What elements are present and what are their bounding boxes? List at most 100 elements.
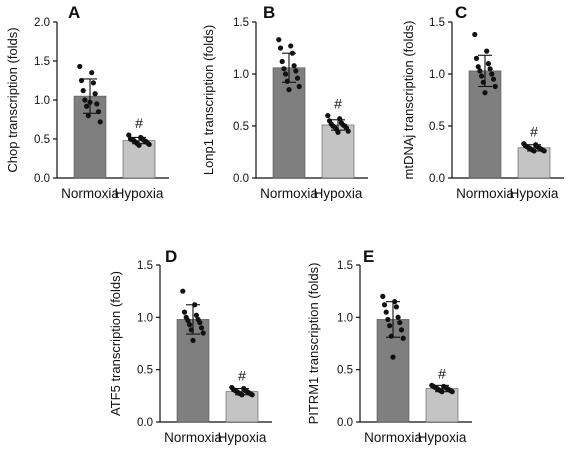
data-point [89, 70, 95, 76]
data-point [279, 58, 285, 65]
data-point [136, 142, 142, 148]
y-axis-label: Chop transcription (folds) [5, 27, 20, 172]
significance-mark: # [238, 367, 246, 383]
significance-mark: # [135, 115, 143, 131]
x-tick-label: Hypoxia [314, 186, 363, 201]
y-tick-label: 0.5 [337, 365, 353, 377]
significance-mark: # [438, 365, 446, 381]
data-point [181, 309, 188, 315]
data-point [283, 71, 289, 77]
y-tick-label: 1.5 [337, 260, 353, 272]
bar-normoxia [468, 70, 502, 179]
y-tick-label: 1.5 [34, 56, 50, 68]
y-tick-label: 1.5 [233, 17, 249, 29]
y-tick-label: 0.5 [34, 134, 50, 146]
data-point [487, 66, 493, 72]
chart-panel-b: B Lonp1 transcription (folds) 0.0 0.5 1.0 1.5… [201, 3, 368, 201]
data-point [492, 83, 498, 90]
data-point [390, 354, 396, 360]
y-tick-label: 0.0 [137, 417, 153, 429]
y-tick-label: 1.5 [137, 260, 153, 272]
data-point [286, 87, 292, 93]
data-point [449, 389, 455, 395]
data-point [185, 317, 191, 324]
y-tick-label: 0.0 [34, 173, 50, 185]
y-tick-label: 0.5 [233, 121, 249, 133]
chart-panel-e: E PITRM1 transcription (folds) 0.0 0.5 1.0 1.… [306, 247, 472, 445]
data-point [490, 76, 497, 82]
x-tick-label: Normoxia [260, 186, 318, 201]
data-point [485, 61, 491, 67]
panel-label: B [263, 3, 275, 22]
y-tick-label: 0.5 [137, 365, 153, 377]
y-axis-label: PITRM1 transcription (folds) [306, 263, 321, 425]
data-point [277, 45, 284, 51]
data-point [541, 148, 547, 154]
data-point [337, 116, 343, 122]
data-point [78, 77, 85, 84]
panel-label: E [363, 247, 374, 266]
data-point [381, 302, 388, 308]
data-point [77, 63, 83, 70]
data-point [482, 90, 488, 96]
data-point [276, 37, 282, 43]
y-axis-label: Lonp1 transcription (folds) [201, 25, 216, 175]
data-point [380, 293, 386, 299]
data-point [84, 103, 90, 109]
chart-panel-a: A Chop transcription (folds) 0.0 0.5 1.0 1.5 2… [5, 3, 169, 201]
data-point [291, 63, 297, 69]
data-point [95, 109, 102, 115]
y-tick-label: 1.0 [137, 312, 153, 324]
data-point [475, 64, 481, 70]
x-tick-label: Hypoxia [418, 430, 467, 445]
data-point [398, 327, 405, 333]
y-axis-label: mtDNAj transcription (folds) [401, 21, 416, 180]
data-point [383, 309, 389, 315]
data-point [192, 302, 198, 308]
data-point [188, 327, 194, 333]
x-tick-label: Hypoxia [218, 430, 267, 445]
data-point [180, 288, 186, 294]
data-point [472, 31, 478, 38]
x-tick-label: Hypoxia [510, 186, 559, 201]
x-tick-label: Normoxia [364, 430, 422, 445]
data-point [397, 319, 403, 326]
data-point [400, 335, 406, 341]
panel-label: A [68, 3, 80, 22]
data-point [193, 312, 199, 318]
data-point [288, 43, 294, 49]
data-point [395, 314, 401, 320]
significance-mark: # [334, 96, 342, 112]
y-tick-label: 1.0 [233, 69, 249, 81]
data-point [296, 83, 302, 90]
data-point [479, 73, 485, 79]
data-point [80, 88, 86, 94]
data-point [294, 75, 301, 81]
data-point [197, 319, 203, 326]
data-point [293, 68, 299, 74]
data-point [200, 330, 206, 336]
y-tick-label: 1.0 [34, 95, 50, 107]
data-point [85, 113, 91, 119]
y-tick-label: 0.5 [429, 121, 445, 133]
data-point [87, 99, 93, 105]
data-point [281, 66, 287, 72]
data-point [239, 392, 245, 398]
data-point [284, 78, 290, 84]
x-tick-label: Normoxia [456, 186, 514, 201]
y-axis-label: ATF5 transcription (folds) [108, 271, 123, 416]
y-tick-label: 2.0 [34, 17, 50, 29]
data-point [92, 91, 98, 97]
data-point [289, 50, 295, 56]
data-point [477, 68, 483, 74]
data-point [531, 148, 537, 154]
y-tick-label: 1.0 [429, 69, 445, 81]
data-point [439, 389, 445, 395]
data-point [198, 325, 205, 331]
data-point [489, 71, 495, 77]
x-tick-label: Hypoxia [115, 186, 164, 201]
y-tick-label: 0.0 [429, 173, 445, 185]
data-point [473, 55, 480, 62]
